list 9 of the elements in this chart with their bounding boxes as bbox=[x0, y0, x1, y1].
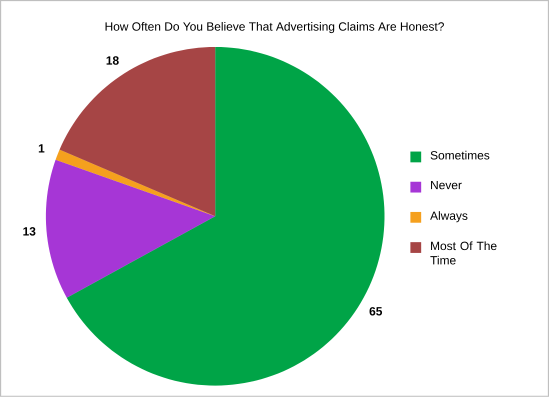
chart-title: How Often Do You Believe That Advertising Claims Are Honest? bbox=[106, 22, 444, 34]
legend-label: Always bbox=[430, 211, 468, 222]
legend-label: Never bbox=[431, 180, 462, 190]
legend-label: Sometimes bbox=[430, 150, 490, 160]
data-label: 13 bbox=[23, 227, 36, 236]
data-label: 18 bbox=[106, 56, 119, 65]
legend-label: Most Of The Time bbox=[430, 241, 497, 265]
data-label: 65 bbox=[370, 307, 382, 316]
data-label: 1 bbox=[38, 144, 44, 152]
